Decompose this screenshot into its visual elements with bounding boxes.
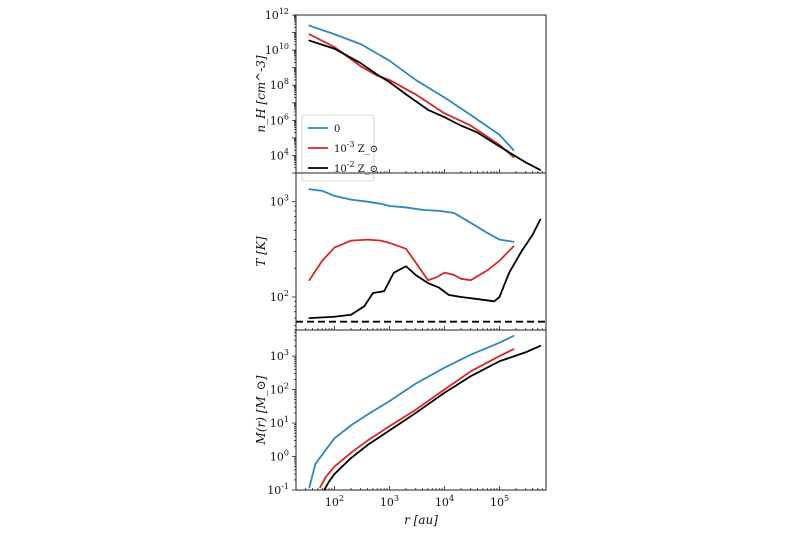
y-tick-label: 106 [270, 112, 289, 127]
y-tick-label: 1010 [265, 42, 289, 57]
legend-label: 10-2 Z_⊙ [334, 160, 378, 175]
panel-1: 104 106 108 1010 1012 n_H [cm^-3] 0 10-3 Z_⊙ 10-… [254, 7, 547, 182]
y-axis-label: M(r) [M_⊙] [254, 375, 268, 445]
series-line-1 [308, 24, 515, 152]
legend: 0 10-3 Z_⊙ 10-2 Z_⊙ [301, 114, 378, 182]
y-tick-label: 102 [270, 382, 289, 397]
y-tick-label: 103 [270, 194, 289, 209]
y-tick-label: 104 [270, 147, 289, 162]
x-tick-label: 105 [490, 494, 509, 509]
x-tick-label: 104 [435, 494, 454, 509]
x-tick-label: 102 [325, 494, 344, 509]
series-line-3 [323, 345, 542, 490]
panel-frame [295, 329, 547, 491]
x-tick-label: 103 [380, 494, 399, 509]
legend-label: 10-3 Z_⊙ [334, 140, 378, 155]
series-line-1 [308, 188, 515, 243]
series-line-2 [319, 348, 515, 489]
series-line-3 [308, 39, 542, 171]
y-tick-label: 101 [270, 415, 289, 430]
y-axis-label: T [K] [254, 236, 268, 266]
x-axis-label: r [au] [404, 513, 438, 527]
panel-2: 102 103 T [K] [254, 172, 547, 331]
series-line-3 [308, 218, 542, 319]
legend-box [301, 114, 375, 182]
y-tick-label: 108 [270, 77, 289, 92]
series-line-1 [308, 335, 515, 489]
legend-label: 0 [334, 124, 340, 135]
y-tick-label: 100 [270, 449, 289, 464]
y-axis-label: n_H [cm^-3] [254, 55, 268, 133]
y-tick-label: 1012 [265, 7, 289, 22]
series-line-2 [308, 238, 515, 282]
y-tick-label: 102 [270, 289, 289, 304]
y-tick-label: 10-1 [267, 482, 289, 497]
y-tick-label: 103 [270, 348, 289, 363]
